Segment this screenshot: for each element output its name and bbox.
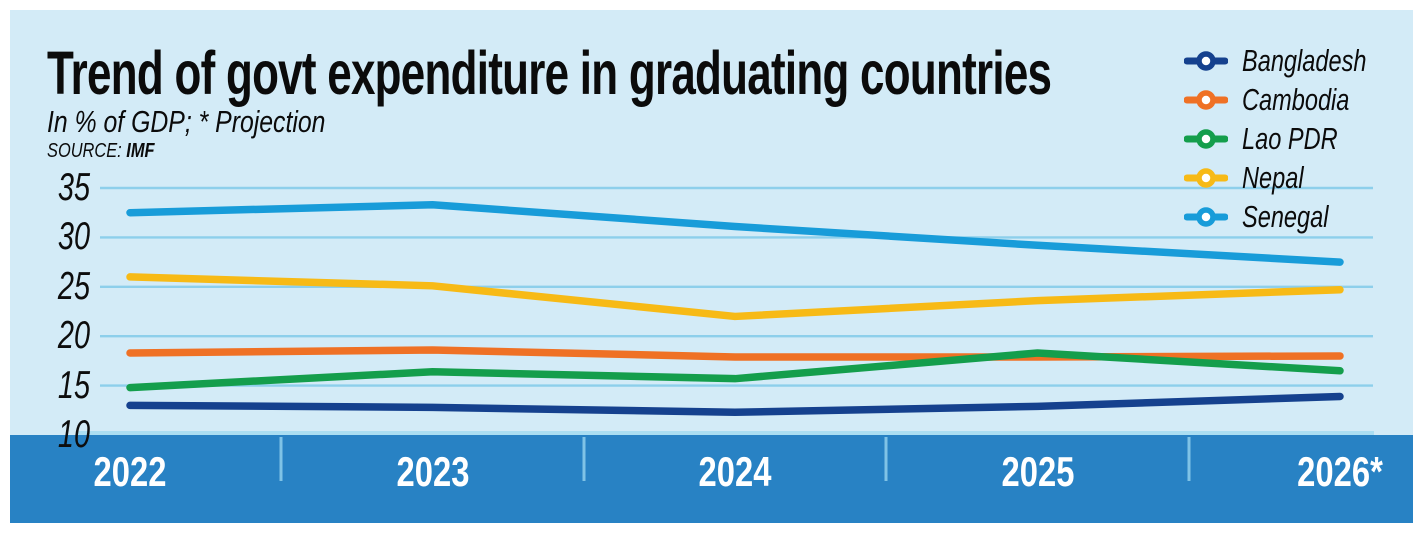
y-axis-label-15: 15 [57,363,90,407]
x-axis-separator [582,437,586,481]
y-axis-label-30: 30 [57,215,90,259]
x-axis-separator [884,437,888,481]
x-axis-label-2024: 2024 [698,448,772,495]
source-label: SOURCE: [47,140,122,162]
source-line: SOURCE: IMF [47,140,155,163]
series-line-cambodia [126,346,1344,361]
legend-item-lao-pdr: Lao PDR [1184,121,1406,156]
legend-item-bangladesh: Bangladesh [1184,43,1406,78]
legend-line-marker-icon [1184,207,1228,227]
x-axis-separator [1187,437,1191,481]
legend-line-marker-icon [1184,168,1228,188]
legend-item-senegal: Senegal [1184,199,1406,234]
y-axis-label-35: 35 [57,166,90,209]
series-line-bangladesh [126,392,1344,417]
y-axis-label-10: 10 [57,413,90,456]
legend-item-label: Nepal [1242,160,1304,195]
chart-title: Trend of govt expenditure in graduating … [47,39,1052,107]
legend-line-marker-icon [1184,90,1228,110]
series-line-lao-pdr [126,349,1344,392]
chart-legend: Bangladesh Cambodia Lao PDR Nepal Senegal [1184,43,1406,241]
y-axis-label-20: 20 [57,314,90,358]
baseline-gridline [78,431,1374,435]
legend-item-nepal: Nepal [1184,160,1406,195]
series-line-senegal [126,201,1344,266]
legend-line-marker-icon [1184,129,1228,149]
series-line-nepal [126,273,1344,321]
x-axis-label-2025: 2025 [1001,448,1074,495]
source-value: IMF [126,140,155,162]
legend-item-cambodia: Cambodia [1184,82,1406,117]
x-axis-label-2026: 2026* [1297,448,1383,495]
legend-item-label: Bangladesh [1242,43,1367,78]
legend-item-label: Senegal [1242,199,1329,234]
x-axis-label-2023: 2023 [396,448,469,495]
x-axis-separator [279,437,283,481]
x-axis-band [10,435,1413,523]
y-axis-label-25: 25 [57,264,90,308]
legend-line-marker-icon [1184,51,1228,71]
legend-item-label: Lao PDR [1242,121,1338,156]
legend-item-label: Cambodia [1242,82,1350,117]
chart-subtitle: In % of GDP; * Projection [47,104,326,139]
x-axis-label-2022: 2022 [93,448,167,495]
